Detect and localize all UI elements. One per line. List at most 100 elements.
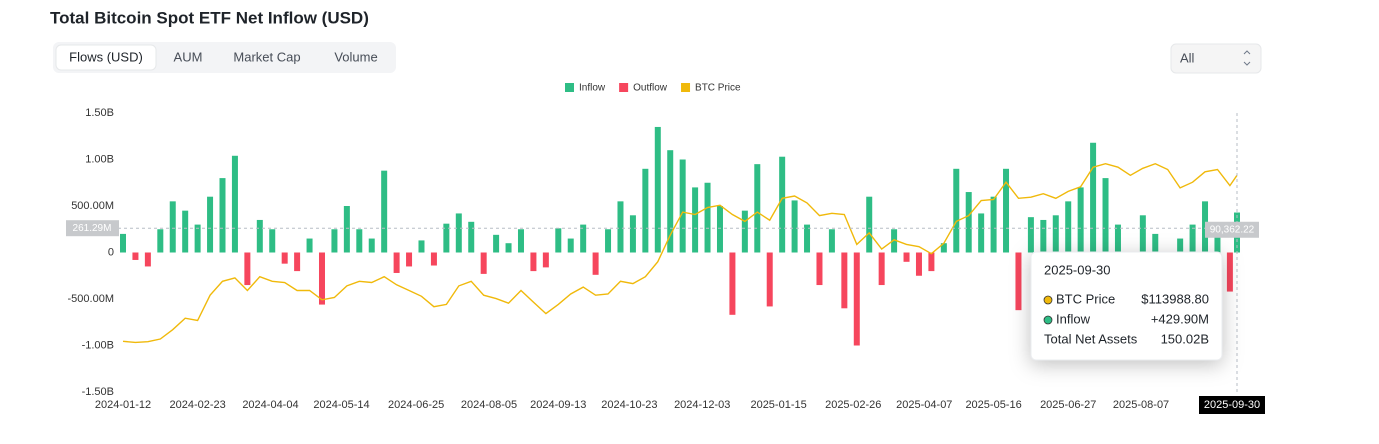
bar xyxy=(256,219,263,253)
bar xyxy=(542,252,549,268)
bar xyxy=(1139,215,1146,253)
bar xyxy=(667,150,674,253)
bar xyxy=(1102,178,1109,253)
x-tick-label: 2025-04-07 xyxy=(896,399,952,411)
bar xyxy=(928,252,935,272)
bar xyxy=(915,252,922,276)
bar xyxy=(132,252,139,260)
x-tick-label: 2024-02-23 xyxy=(169,399,225,411)
legend-swatch xyxy=(681,83,691,92)
bar xyxy=(505,243,512,253)
bar xyxy=(716,206,723,253)
bar xyxy=(766,252,773,307)
bar xyxy=(1027,217,1034,253)
tooltip-assets-name: Total Net Assets xyxy=(1044,331,1138,346)
bar xyxy=(1226,252,1233,292)
tooltip-date: 2025-09-30 xyxy=(1044,262,1111,277)
bar xyxy=(1003,168,1010,253)
y-tick-label: 1.50B xyxy=(85,107,114,119)
tooltip-dot xyxy=(1043,315,1053,325)
bar xyxy=(368,238,375,253)
bar xyxy=(1114,224,1121,253)
x-tick-label: 2025-05-16 xyxy=(965,399,1021,411)
active-tab[interactable] xyxy=(55,44,157,71)
bar xyxy=(231,155,238,253)
tab[interactable]: Flows (USD) xyxy=(69,49,143,64)
bar xyxy=(468,221,475,253)
bar xyxy=(207,196,214,253)
y-tick-label: -500.00M xyxy=(68,293,114,305)
bar xyxy=(219,178,226,253)
bar xyxy=(1052,215,1059,253)
legend-swatch xyxy=(619,83,629,92)
tooltip-series-name: BTC Price xyxy=(1056,291,1115,306)
range-select[interactable] xyxy=(1170,43,1262,74)
crosshair-y-box xyxy=(66,220,119,237)
y-tick-label: 0 xyxy=(108,246,114,258)
bar xyxy=(331,229,338,253)
bar xyxy=(828,229,835,253)
tooltip-value: +429.90M xyxy=(1151,311,1209,326)
bar xyxy=(779,156,786,253)
x-tick-label: 2025-08-07 xyxy=(1113,399,1169,411)
tooltip-value: $113988.80 xyxy=(1141,291,1209,306)
tab[interactable]: AUM xyxy=(174,49,203,64)
bar xyxy=(866,196,873,253)
bar xyxy=(1040,219,1047,253)
bar xyxy=(530,252,537,272)
x-tick-label: 2025-01-15 xyxy=(750,399,806,411)
tab[interactable]: Volume xyxy=(334,49,377,64)
y-tick-label: 1.00B xyxy=(85,153,114,165)
bar xyxy=(194,224,201,253)
bar xyxy=(617,201,624,253)
price-line xyxy=(122,162,1238,344)
x-tick-label: 2024-01-12 xyxy=(95,399,151,411)
x-tick-label: 2025-02-26 xyxy=(825,399,881,411)
y-tick-label: -1.00B xyxy=(82,339,114,351)
x-tick-label: 2024-09-13 xyxy=(530,399,586,411)
legend-label: Inflow xyxy=(579,83,606,94)
bar xyxy=(455,213,462,253)
bar xyxy=(990,196,997,253)
bar xyxy=(517,229,524,253)
range-select-label[interactable]: All xyxy=(1180,50,1195,65)
bar xyxy=(157,229,164,253)
tooltip-series-name: Inflow xyxy=(1056,311,1091,326)
bar xyxy=(281,252,288,264)
tab[interactable]: Market Cap xyxy=(233,49,300,64)
tooltip-dot xyxy=(1043,295,1053,305)
bar xyxy=(493,234,500,253)
crosshair-x-box xyxy=(1199,396,1265,414)
bar xyxy=(1214,229,1221,253)
bar xyxy=(629,215,636,253)
x-tick-label: 2024-12-03 xyxy=(674,399,730,411)
bar xyxy=(605,229,612,253)
legend-label: Outflow xyxy=(633,83,668,94)
bar xyxy=(244,252,251,286)
bar xyxy=(704,182,711,253)
x-tick-label: 2024-06-25 xyxy=(388,399,444,411)
bar xyxy=(1065,201,1072,253)
bar xyxy=(1077,187,1084,253)
x-tick-label: 2024-04-04 xyxy=(242,399,298,411)
bar xyxy=(182,210,189,253)
bar xyxy=(592,252,599,275)
bar xyxy=(418,240,425,253)
bar xyxy=(1177,238,1184,253)
bar xyxy=(741,210,748,253)
bar xyxy=(406,252,413,267)
bar xyxy=(580,224,587,253)
bar xyxy=(679,159,686,253)
bar xyxy=(642,168,649,253)
bar xyxy=(567,238,574,253)
bar xyxy=(144,252,151,267)
bar xyxy=(169,201,176,253)
bar xyxy=(804,224,811,253)
bar xyxy=(965,192,972,253)
x-tick-label: 2024-10-23 xyxy=(601,399,657,411)
select-arrow xyxy=(1243,50,1251,66)
bar xyxy=(269,229,276,253)
bar xyxy=(381,170,388,253)
